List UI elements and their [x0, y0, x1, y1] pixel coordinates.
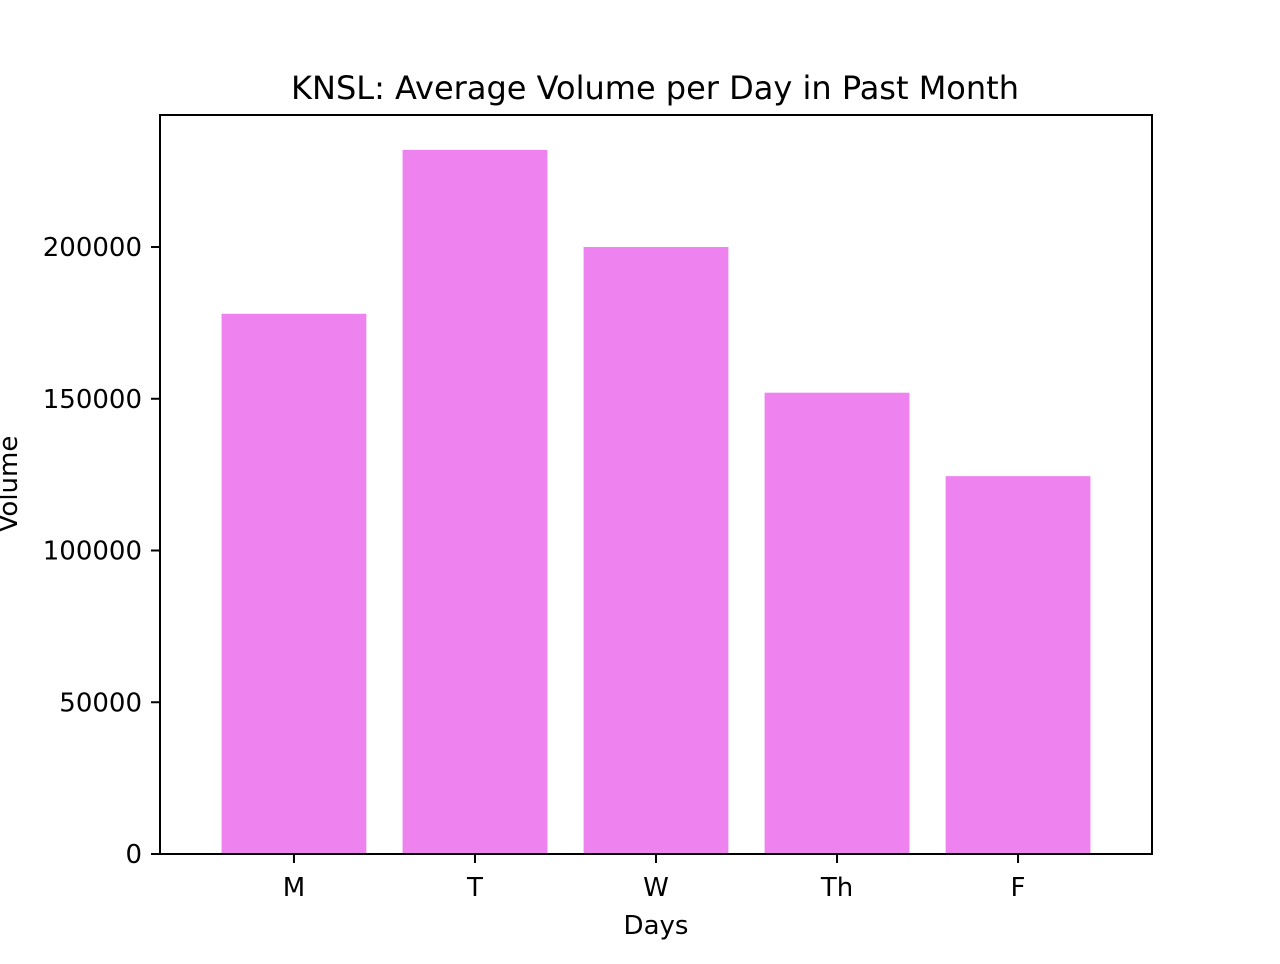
y-tick-label: 200000 — [43, 233, 142, 263]
y-axis-label: Volume — [0, 436, 24, 533]
chart-title: KNSL: Average Volume per Day in Past Mon… — [291, 69, 1019, 107]
bar-m — [221, 313, 367, 854]
plot-frame — [159, 114, 1153, 855]
x-tick-label: Th — [820, 873, 853, 903]
bar-w — [583, 247, 729, 854]
x-tick-label: F — [1011, 873, 1026, 903]
y-axis-ticks: 0 50000 100000 150000 200000 — [43, 233, 160, 870]
bar-f — [945, 476, 1091, 854]
y-tick-label: 50000 — [59, 688, 142, 718]
bar-th — [764, 392, 910, 854]
x-axis-label: Days — [624, 911, 689, 941]
bar-t — [402, 149, 548, 855]
y-tick-label: 100000 — [43, 537, 142, 567]
bars-layer — [221, 149, 1091, 855]
y-tick-label: 0 — [125, 840, 142, 870]
x-tick-label: M — [283, 873, 305, 903]
y-tick-label: 150000 — [43, 385, 142, 415]
x-axis-ticks: M T W Th F — [283, 854, 1026, 903]
x-tick-label: T — [466, 873, 483, 903]
x-tick-label: W — [643, 873, 669, 903]
